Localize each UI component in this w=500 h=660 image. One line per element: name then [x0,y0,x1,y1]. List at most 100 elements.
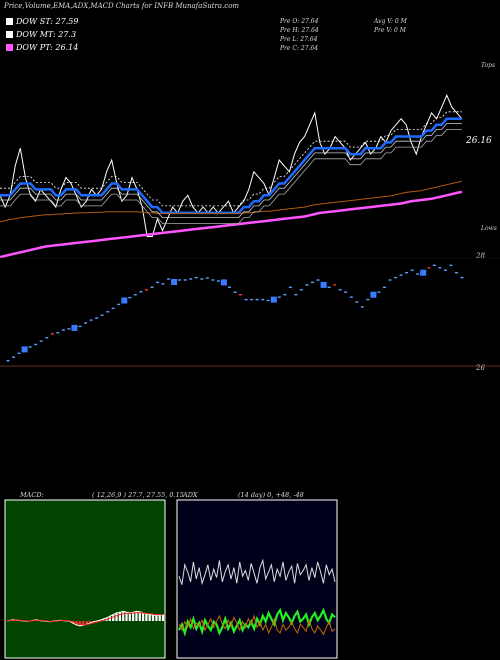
price-dot [283,294,287,296]
price-dot [360,306,364,308]
price-dot [50,333,54,335]
price-dot [320,281,327,288]
price-dot [344,291,348,293]
price-dot [78,325,82,328]
price-dot [455,272,458,274]
price-dot [277,296,281,298]
stat-high: Pre H: 27.64 [280,27,319,34]
price-dot [71,324,78,331]
price-dot [17,352,21,354]
series-line-ema-short [0,117,462,215]
price-dot [327,286,331,288]
price-dot [133,294,137,296]
legend-swatch-pt [6,44,13,51]
price-dot [244,298,248,301]
series-line-ema-brown [0,180,463,223]
price-dot [311,281,314,284]
legend-dow-mt: DOW MT: 27.3 [6,30,76,39]
price-dot [449,264,453,266]
price-dot [270,296,277,303]
price-dot [6,360,10,362]
price-dot [211,279,215,281]
price-dot [349,296,353,298]
price-dot [266,299,270,302]
adx-title: ADX [183,491,198,499]
price-dot [420,269,427,276]
price-dot [144,289,148,291]
price-dot [12,356,15,358]
adx-params: (14 day) 0, +48, -48 [238,491,304,499]
lows-label: Lows [481,225,497,232]
price-dot [117,303,121,306]
price-dot [39,340,43,342]
legend-label-mt: DOW MT: 27.3 [16,30,77,39]
series-line-price [0,94,463,237]
price-dot [388,279,392,281]
price-dot [156,281,159,284]
legend-swatch-mt [6,31,13,38]
page-title: Price,Volume,EMA,ADX,MACD Charts for INF… [4,2,240,10]
price-dot [178,279,182,281]
price-dot [194,276,198,279]
price-dot [255,298,259,301]
price-dot [139,291,143,293]
macd-title: MACD: [20,491,44,499]
price-dot [383,286,386,288]
price-dot [111,307,115,310]
price-dot [34,343,38,346]
price-dot [416,273,420,275]
price-dot [205,277,209,279]
price-dot [316,279,320,281]
price-dot [171,279,178,285]
price-dot [299,289,303,291]
price-dot [167,278,171,280]
price-value-label: 26.16 [466,136,492,146]
price-dot [233,291,237,293]
price-dot [220,279,227,286]
price-dot [183,279,187,281]
price-dot [106,311,110,313]
legend-label-pt: DOW PT: 26.14 [16,43,79,52]
macd-panel-frame [4,499,166,659]
price-dot [338,289,342,291]
stat-open: Pre O: 27.64 [280,18,319,25]
price-dot [405,272,409,274]
price-dot [460,276,464,279]
price-dot [200,278,204,280]
price-dot [261,298,265,301]
price-dot [250,298,254,301]
price-dot [427,267,431,269]
price-dot [28,346,32,348]
price-dot [410,269,414,271]
adx-line-di-minus [178,614,336,636]
price-dot [150,286,154,288]
price-dot [305,284,309,286]
stat-avg-volume: Avg V: 0 M [374,18,407,25]
price-dot [95,317,99,319]
macd-signal-line [6,612,163,626]
price-dot [21,346,28,353]
price-dot [100,314,104,316]
price-dot [377,291,381,293]
price-dot [67,328,71,330]
legend-dow-pt: DOW PT: 26.14 [6,43,78,52]
price-dot [294,294,298,296]
price-dot [438,267,442,269]
stat-pre-volume: Pre V: 0 M [374,27,406,34]
ema-band-lower [0,123,462,219]
price-dot [399,274,403,276]
legend-dow-st: DOW ST: 27.59 [6,17,78,26]
dots-tick-label-top: 28 [476,252,485,260]
price-dot [61,329,65,331]
price-dot [89,319,93,321]
adx-line-di-plus [178,607,336,637]
price-dot [355,301,359,303]
tops-label: Tops [481,62,496,69]
price-dot [161,283,165,285]
price-dot [366,298,370,301]
price-dot [228,286,231,288]
legend-swatch-st [6,18,13,25]
price-dot [394,276,398,279]
price-dot [56,332,60,334]
